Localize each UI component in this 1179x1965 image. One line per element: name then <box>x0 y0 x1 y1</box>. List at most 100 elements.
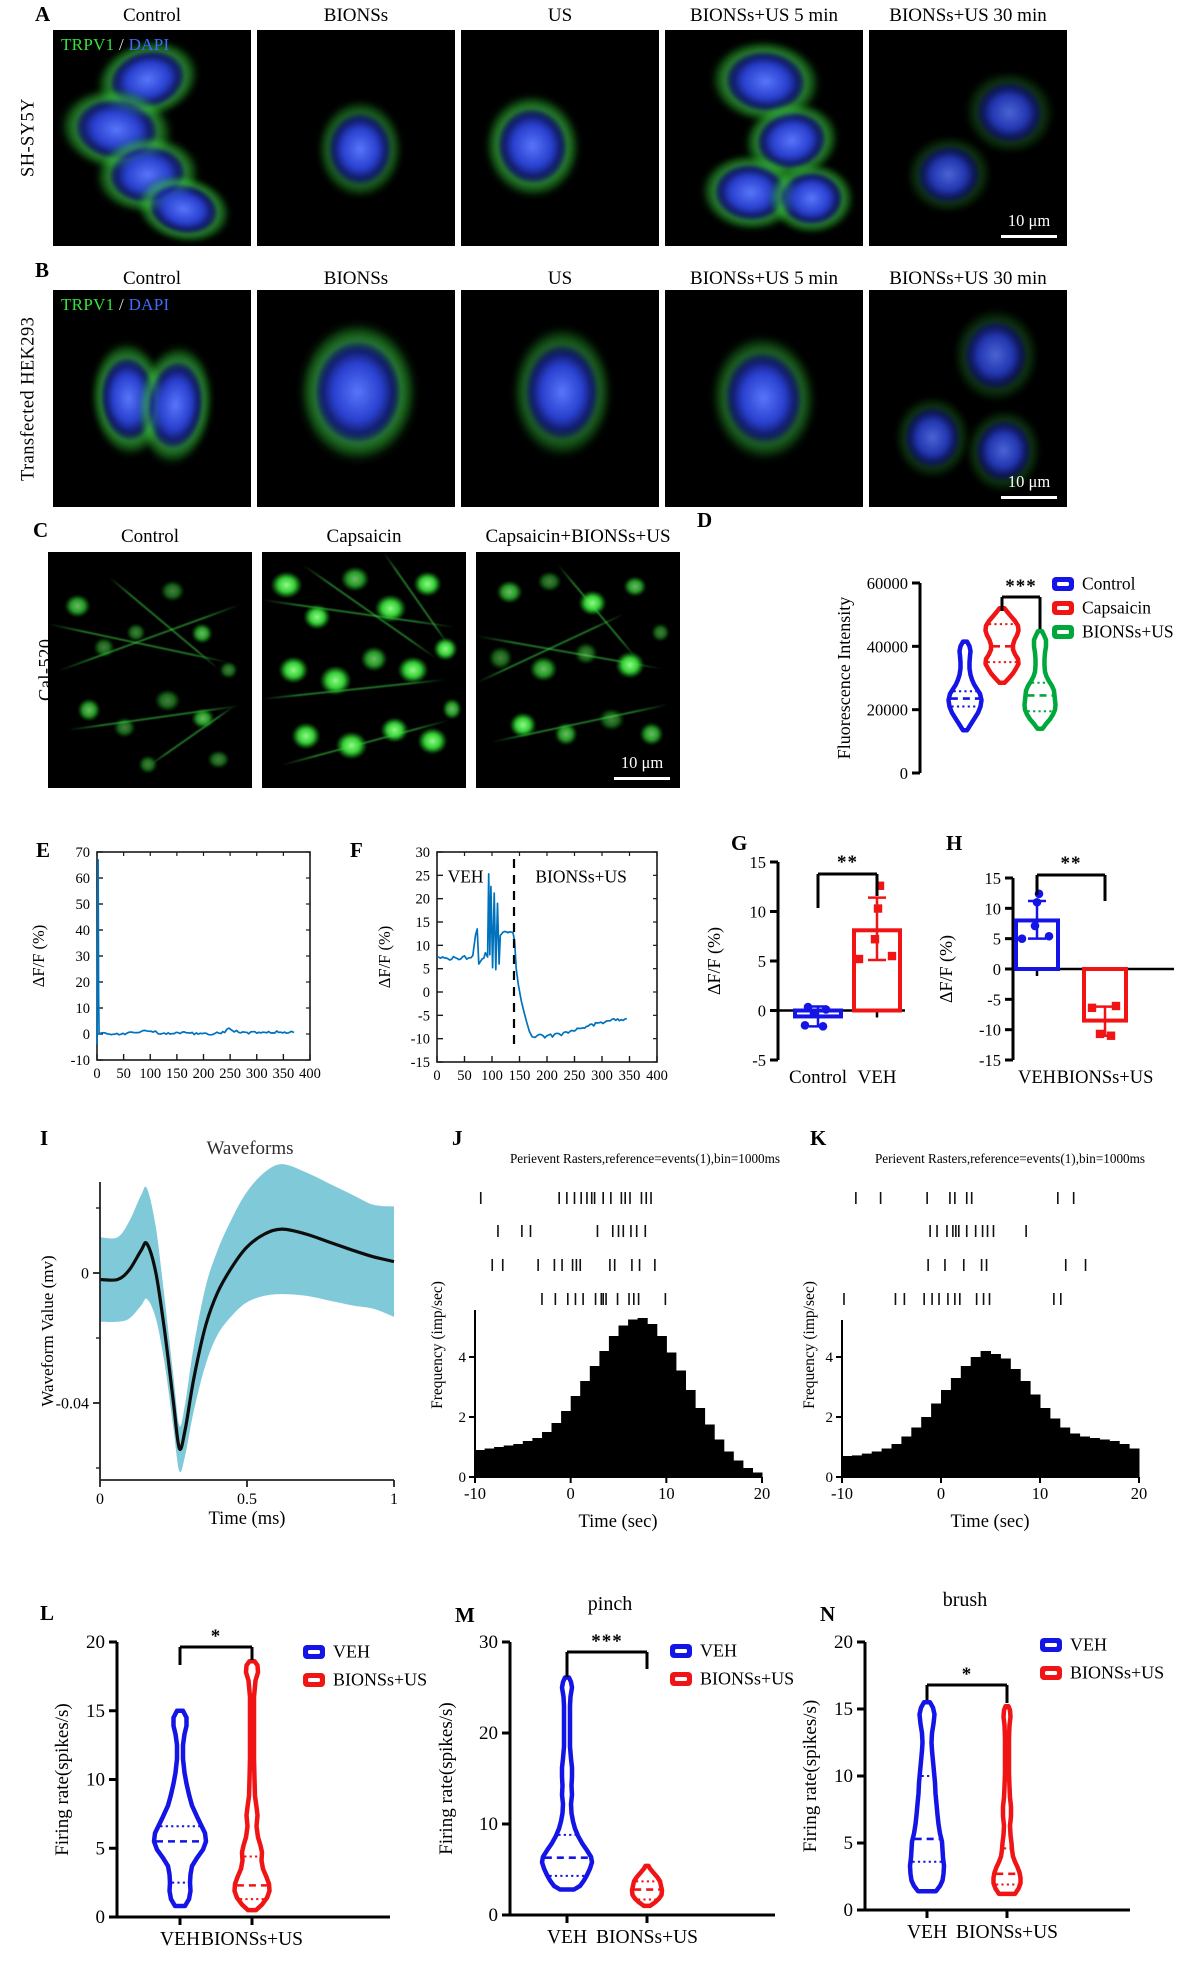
svg-text:15: 15 <box>985 869 1002 888</box>
legend: Control Capsaicin BIONSs+US <box>1052 574 1174 642</box>
panel-l-label: L <box>40 1601 55 1625</box>
svg-text:200: 200 <box>536 1068 558 1084</box>
soma-blob <box>412 570 442 597</box>
svg-text:400: 400 <box>646 1068 668 1084</box>
panel-g-label: G <box>731 831 748 855</box>
cell-blob <box>948 303 1043 407</box>
violin-BIONSs+US <box>991 1704 1023 1897</box>
column-title: BIONSs+US 30 min <box>889 5 1047 26</box>
svg-text:BIONSs+US: BIONSs+US <box>1082 622 1174 642</box>
svg-text:Frequency (imp/sec): Frequency (imp/sec) <box>429 1281 446 1409</box>
micro-image-c-capsaicin <box>262 552 466 788</box>
svg-text:0: 0 <box>83 1027 90 1043</box>
svg-text:40: 40 <box>76 923 91 939</box>
svg-text:200: 200 <box>193 1066 215 1082</box>
annotation: BIONSs+US <box>535 866 627 886</box>
soma-blob <box>380 717 409 744</box>
svg-text:-15: -15 <box>411 1055 430 1071</box>
svg-text:10: 10 <box>985 899 1002 918</box>
column-title: BIONSs <box>323 5 389 26</box>
svg-text:150: 150 <box>509 1068 531 1084</box>
svg-text:10: 10 <box>76 1001 91 1017</box>
category-label: Control <box>789 1067 847 1088</box>
soma-blob <box>76 698 102 722</box>
plot-box <box>96 851 311 1061</box>
violin-plot: 0 20000 40000 60000 Fluorescence Intensity **… <box>834 574 1174 784</box>
svg-text:10: 10 <box>658 1484 675 1503</box>
svg-text:0: 0 <box>459 1470 467 1486</box>
svg-text:-10: -10 <box>831 1484 853 1503</box>
svg-text:Firing rate(spikes/s): Firing rate(spikes/s) <box>52 1703 73 1856</box>
svg-text:150: 150 <box>166 1066 188 1082</box>
chart-e-dff-trace: 0 50 100 150 200 250 300 350 400-100102030405060… <box>29 845 321 1082</box>
category-label: VEH <box>1018 1068 1056 1088</box>
svg-text:70: 70 <box>76 845 91 861</box>
svg-text:250: 250 <box>219 1066 241 1082</box>
column-title: US <box>547 5 573 26</box>
soma-blob <box>553 721 578 746</box>
svg-text:0: 0 <box>826 1470 834 1486</box>
svg-text:30: 30 <box>76 949 91 965</box>
svg-text:0: 0 <box>993 960 1001 979</box>
svg-text:Fluorescence Intensity: Fluorescence Intensity <box>834 597 854 759</box>
violin-plot: 0 10 20 30 VEH BIONSs+US Firing rate(spikes/s)… <box>436 1593 794 1948</box>
cell-blob <box>127 335 225 475</box>
significance-stars: ** <box>837 852 858 873</box>
panel-j-label: J <box>452 1126 463 1150</box>
chart-n-firing-rate-violin-brush: 0 5 10 15 20 VEH BIONSs+US Firing rate(spikes/s… <box>800 1589 1164 1943</box>
chart-title: Waveforms <box>206 1138 293 1159</box>
micro-image-a-bionss-us-30min: 10 μm <box>869 30 1067 246</box>
svg-text:30: 30 <box>479 1632 498 1653</box>
svg-text:20: 20 <box>754 1484 771 1503</box>
svg-text:0: 0 <box>567 1484 575 1503</box>
soma-blob <box>190 707 216 729</box>
chart-j-perievent-raster-histogram: Perievent Rasters,reference=events(1),bi… <box>429 1151 780 1532</box>
svg-text:2: 2 <box>826 1410 834 1426</box>
svg-text:0: 0 <box>93 1066 100 1082</box>
svg-text:100: 100 <box>481 1068 503 1084</box>
svg-text:0: 0 <box>423 985 430 1001</box>
column-title: Capsaicin+BIONSs+US <box>485 526 671 547</box>
svg-text:300: 300 <box>246 1066 268 1082</box>
svg-text:-15: -15 <box>979 1051 1001 1070</box>
svg-text:5: 5 <box>758 952 766 971</box>
scale-bar: 10 μm <box>1001 211 1057 238</box>
svg-text:10: 10 <box>479 1814 498 1835</box>
micro-image-a-control: TRPV1 / DAPI <box>53 30 251 246</box>
svg-text:50: 50 <box>76 897 91 913</box>
micro-image-b-bionss-us-5min <box>665 290 863 507</box>
svg-text:0: 0 <box>96 1491 104 1508</box>
chart-h-dff-bar: -15 -10 -5 0 5 10 15 ΔF/F (%) VEH BIONSs+US ** <box>936 853 1174 1088</box>
panel-c-label: C <box>33 518 49 542</box>
soma-blob <box>154 688 181 713</box>
chart-d-fluorescence-intensity-violin: 0 20000 40000 60000 Fluorescence Intensity **… <box>834 574 1174 784</box>
soma-blob <box>319 665 352 696</box>
significance-stars: * <box>962 1664 973 1685</box>
legend: VEH BIONSs+US <box>303 1642 427 1690</box>
micro-image-b-bionss-us-30min: 10 μm <box>869 290 1067 507</box>
panel-n-label: N <box>820 1602 836 1626</box>
stain-label: TRPV1 / DAPI <box>61 295 170 314</box>
soma-blob <box>396 655 430 685</box>
svg-text:20000: 20000 <box>867 701 908 720</box>
trace <box>96 858 295 1045</box>
chart-i-waveforms: Waveforms 0 -0.04 0 0.5 1 Waveform Value (mv) T… <box>38 1138 398 1529</box>
svg-text:0: 0 <box>96 1907 106 1928</box>
soma-blob <box>64 594 91 619</box>
svg-text:BIONSs+US: BIONSs+US <box>956 1922 1058 1943</box>
soma-blob <box>92 636 116 659</box>
svg-text:-10: -10 <box>979 1021 1001 1040</box>
soma-blob <box>508 712 538 739</box>
scale-bar: 10 μm <box>614 753 670 780</box>
micro-image-a-bionss <box>257 30 455 246</box>
waveform-band <box>100 1164 394 1473</box>
micro-image-c-capsaicin-bionss-us: 10 μm <box>476 552 680 788</box>
soma-blob <box>639 721 664 746</box>
violin-Control <box>946 639 984 733</box>
trace <box>436 873 628 1039</box>
chart-title: Perievent Rasters,reference=events(1),bi… <box>875 1151 1145 1166</box>
cell-blob <box>312 94 407 203</box>
significance-stars: *** <box>1005 576 1037 597</box>
panel-e-label: E <box>36 838 51 862</box>
violin-plot: 0 5 10 15 20 VEH BIONSs+US Firing rate(spikes/s… <box>800 1589 1164 1943</box>
